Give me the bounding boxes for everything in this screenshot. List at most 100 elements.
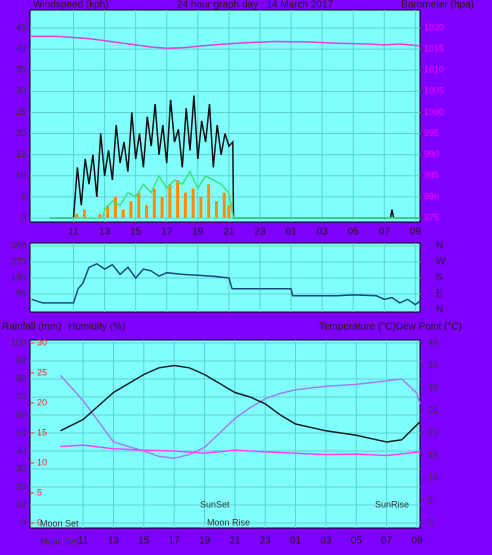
y2-tick-label: 980 xyxy=(424,191,439,201)
y2-tick-label: 5 xyxy=(428,495,433,505)
y2-tick-label: 1020 xyxy=(424,22,444,32)
x-tick-label: 07 xyxy=(379,227,391,238)
y-tick-label: 25 xyxy=(16,107,26,117)
y2-tick-label: N xyxy=(436,305,443,316)
y2-tick-label: 20 xyxy=(428,427,438,437)
x-tick-label: 19 xyxy=(192,227,204,238)
x-tick-label: 05 xyxy=(351,536,363,547)
y2-tick-label: 1010 xyxy=(424,65,444,75)
y2-tick-label: N xyxy=(436,241,443,252)
y2-tick-label: 985 xyxy=(424,170,439,180)
bar xyxy=(82,209,86,218)
x-tick-label: 03 xyxy=(317,227,329,238)
bar xyxy=(129,201,133,218)
annotation: Moon Set xyxy=(40,518,79,528)
bar xyxy=(176,180,180,218)
y2-tick-label: 975 xyxy=(424,212,439,222)
y-tick-label: 0 xyxy=(21,212,26,222)
bar xyxy=(145,205,149,218)
y2-tick-label: 40 xyxy=(428,337,438,347)
series-line xyxy=(31,262,421,306)
x-tick-label: 15 xyxy=(130,227,142,238)
y-tick-label: 10 xyxy=(16,499,26,509)
y2-tick-label: 1005 xyxy=(424,86,444,96)
y3-tick-label: 0 xyxy=(37,517,42,527)
y-tick-label: 20 xyxy=(16,481,26,491)
bar xyxy=(160,196,164,218)
y-tick-label: 50 xyxy=(16,427,26,437)
y-tick-label: 80 xyxy=(16,373,26,383)
bar xyxy=(214,201,218,218)
y2-tick-label: 995 xyxy=(424,128,439,138)
y2-tick-label: 1000 xyxy=(424,107,444,117)
bar xyxy=(137,192,141,218)
x-tick-label: 21 xyxy=(229,536,241,547)
y2-tick-label: W xyxy=(436,257,446,268)
series-line xyxy=(59,374,421,459)
bar xyxy=(183,192,187,218)
y-tick-label: 360 xyxy=(11,240,26,250)
bar xyxy=(168,184,172,218)
y-tick-label: 35 xyxy=(16,65,26,75)
y-label: Windspeed (kph) xyxy=(33,0,109,11)
x-tick-label: 01 xyxy=(290,536,302,547)
y-tick-label: 0 xyxy=(21,517,26,527)
y-tick-label: 30 xyxy=(16,86,26,96)
y-tick-label: 10 xyxy=(16,170,26,180)
y2-tick-label: S xyxy=(436,273,443,284)
y-tick-label: 40 xyxy=(16,445,26,455)
bar xyxy=(98,213,102,218)
y-tick-label: 180 xyxy=(11,272,26,282)
annotation: SunSet xyxy=(200,499,230,509)
x-tick-label: 19 xyxy=(199,536,211,547)
x-tick-label: 01 xyxy=(285,227,297,238)
y2-tick-label: 990 xyxy=(424,149,439,159)
y-tick-label: 20 xyxy=(16,128,26,138)
bar xyxy=(191,188,195,218)
annotation: SunRise xyxy=(375,499,409,509)
title: 24 hour graph day : 14 March 2017 xyxy=(177,0,334,11)
y-label: Humidity (%) xyxy=(68,322,125,333)
y2-tick-label: 25 xyxy=(428,405,438,415)
y2-tick-label: 35 xyxy=(428,360,438,370)
bar xyxy=(222,192,226,218)
y2-tick-label: 30 xyxy=(428,382,438,392)
series-line xyxy=(50,95,420,219)
x-tick-label: 21 xyxy=(223,227,235,238)
y2-tick-label: 10 xyxy=(428,472,438,482)
y2-label: Barometer (hpa) xyxy=(401,0,474,11)
y2-tick-label: 1015 xyxy=(424,43,444,53)
bar xyxy=(199,196,203,218)
x-tick-label: 15 xyxy=(138,536,150,547)
x-tick-label: 05 xyxy=(348,227,360,238)
bar xyxy=(75,213,79,218)
annotation: Moon Set xyxy=(40,536,79,546)
y2-tick-label: E xyxy=(436,289,443,300)
x-tick-label: 13 xyxy=(108,536,120,547)
x-tick-label: 17 xyxy=(169,536,181,547)
y-tick-label: 30 xyxy=(16,463,26,473)
series-line xyxy=(60,444,421,457)
bar xyxy=(207,184,211,218)
bar xyxy=(106,205,110,218)
y3-tick-label: 30 xyxy=(37,337,47,347)
y-tick-label: 270 xyxy=(11,256,26,266)
x-tick-label: 07 xyxy=(381,536,393,547)
y-tick-label: 100 xyxy=(11,337,26,347)
x-tick-label: 13 xyxy=(99,227,111,238)
bar xyxy=(113,196,117,218)
y3-tick-label: 20 xyxy=(37,397,47,407)
bar xyxy=(121,209,125,218)
x-tick-label: 09 xyxy=(411,536,423,547)
y3-tick-label: 15 xyxy=(37,427,47,437)
x-tick-label: 17 xyxy=(161,227,173,238)
y-tick-label: 60 xyxy=(16,409,26,419)
y-tick-label: 15 xyxy=(16,149,26,159)
y3-tick-label: 25 xyxy=(37,367,47,377)
y-tick-label: 5 xyxy=(21,191,26,201)
series-line xyxy=(50,170,420,219)
series-line xyxy=(60,364,421,443)
y-tick-label: 90 xyxy=(16,288,26,298)
y2-label: Temperature (°C)Dew Point (°C) xyxy=(319,322,462,333)
